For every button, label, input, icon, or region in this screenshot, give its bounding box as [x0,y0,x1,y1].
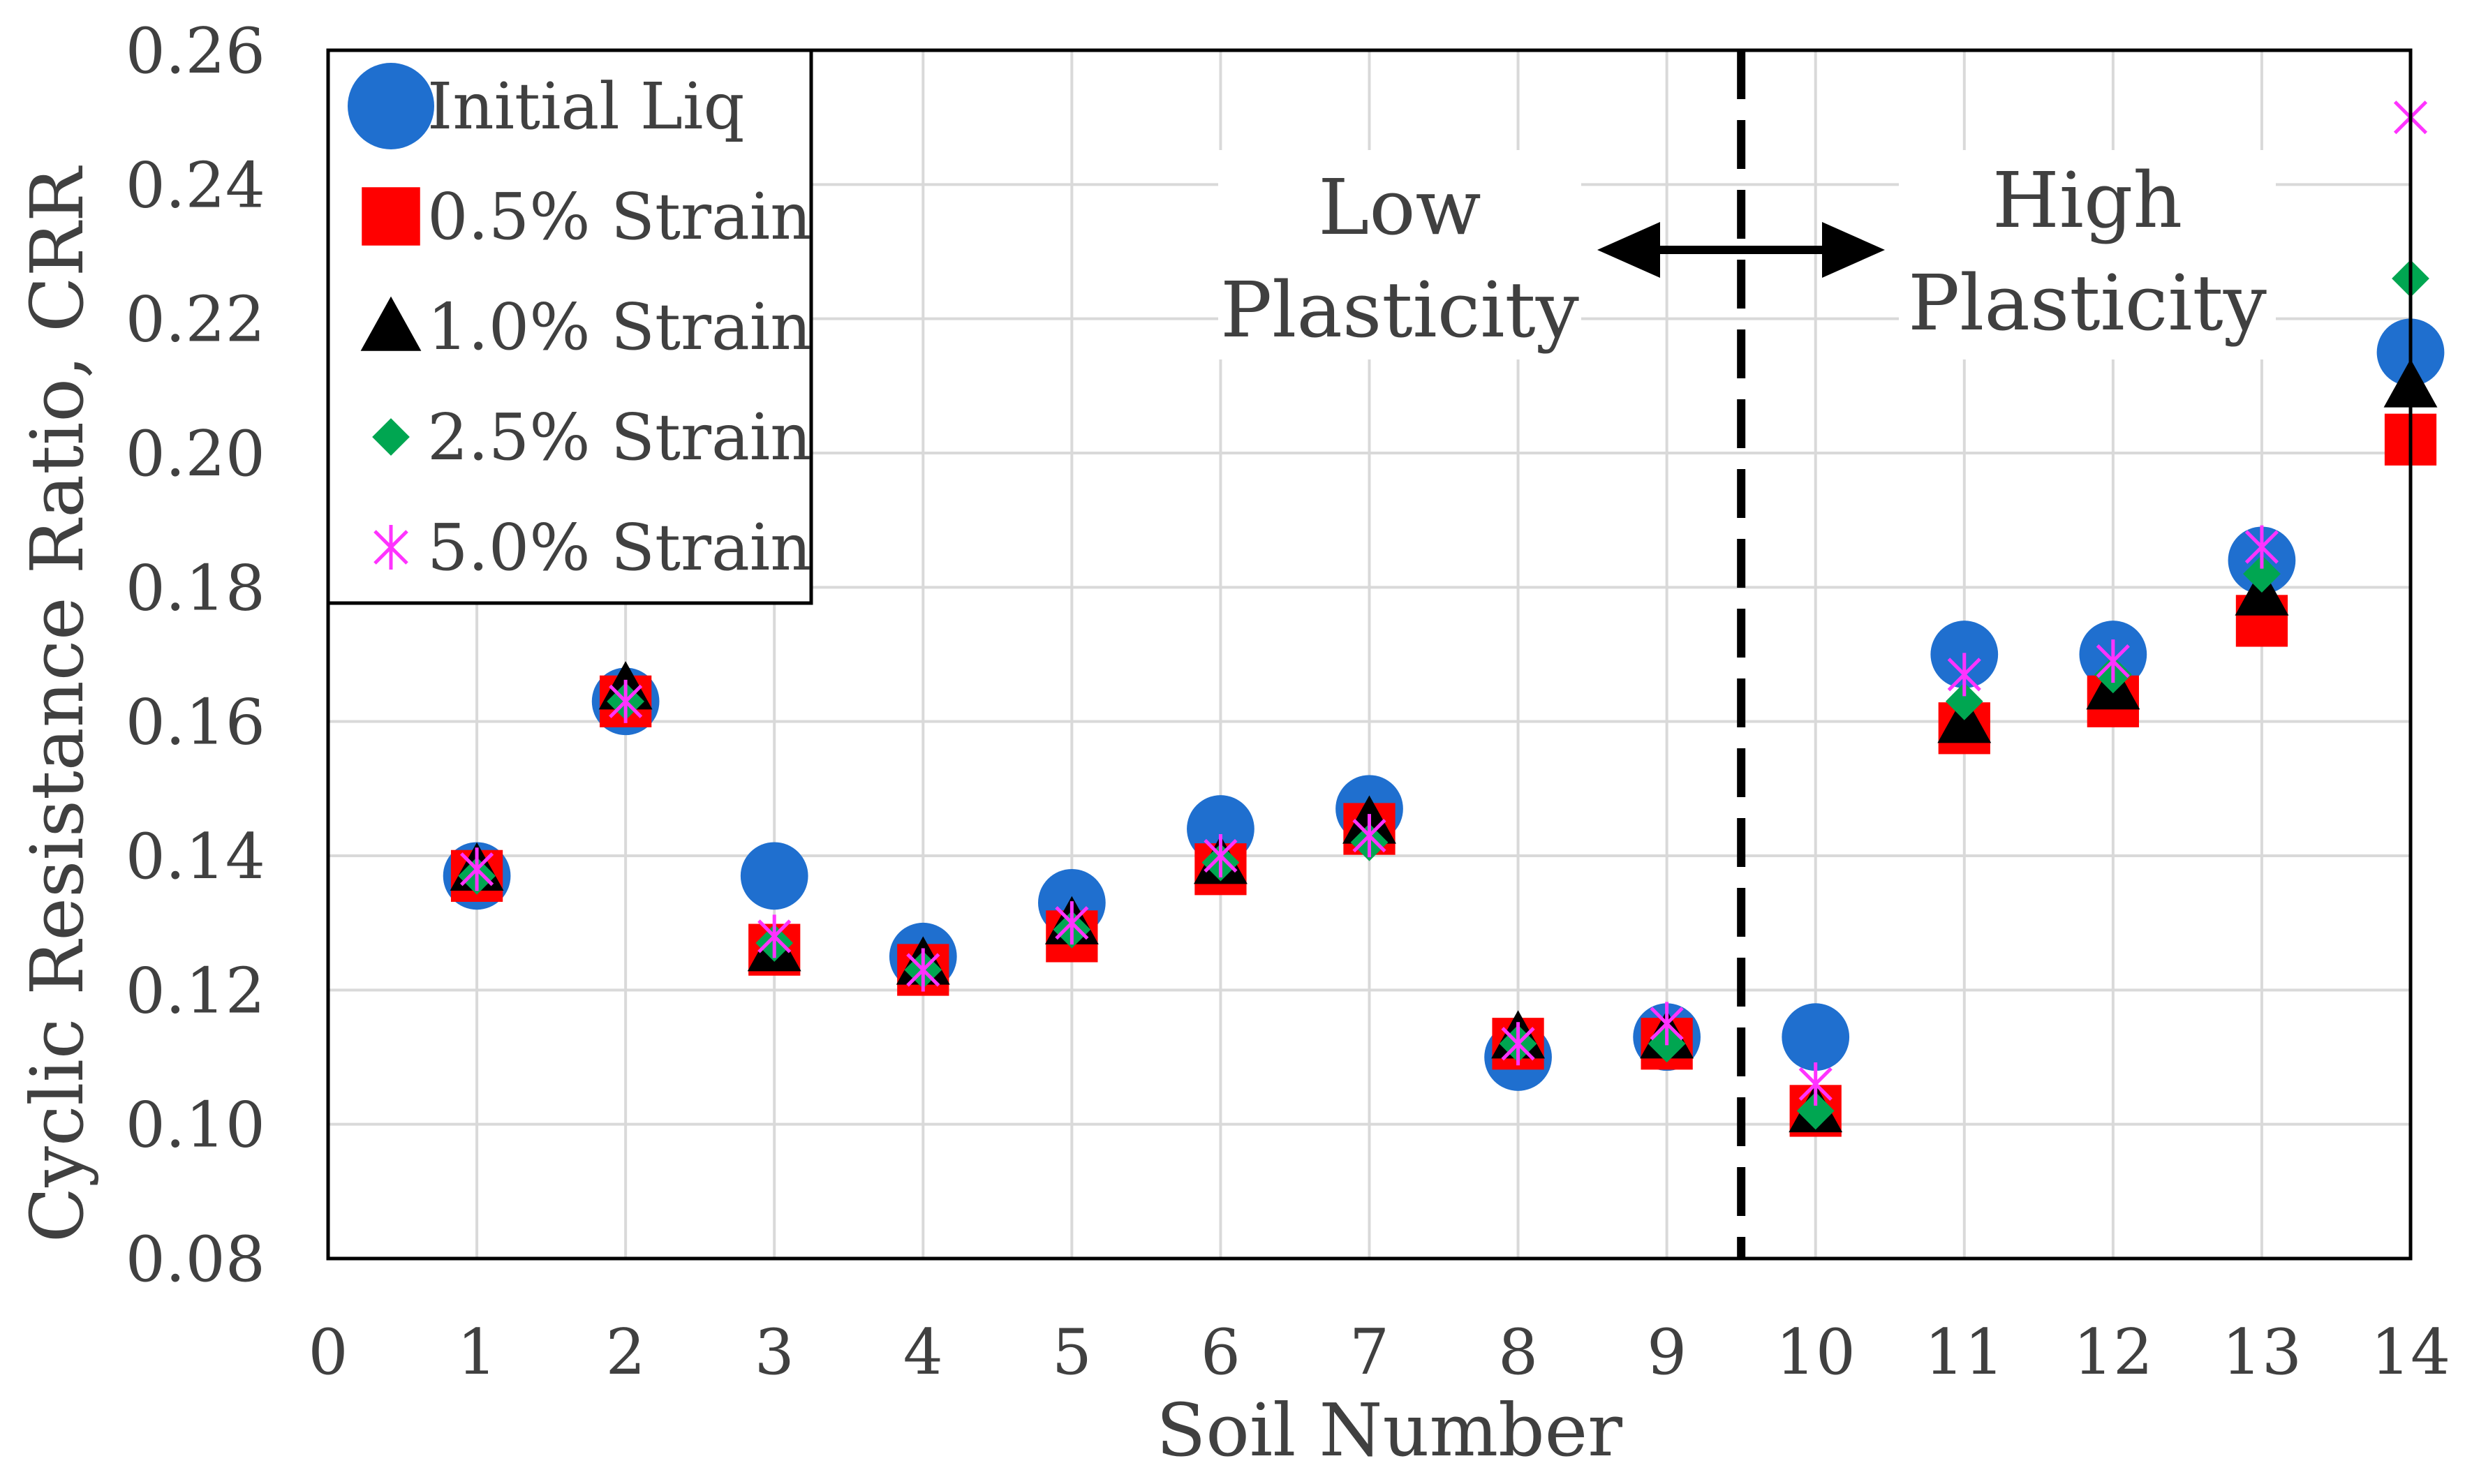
y-tick-labels: 0.08 0.10 0.12 0.14 0.16 0.18 0.20 0.22 0.24 0.26 [126,15,265,1296]
point-5-0-strain [757,914,792,958]
low-plasticity-line2: Plasticity [1220,265,1579,355]
point-5-0-strain [609,679,643,723]
point-5-0-strain [2244,525,2279,569]
point-5-0-strain-stroke [1204,838,1238,873]
legend-label-0-5-strain: 0.5% Strain [427,179,811,254]
x-tick-label: 14 [2371,1316,2451,1389]
point-5-0-strain-stroke [459,852,494,886]
x-tick-label: 4 [903,1316,943,1389]
x-tick-label: 7 [1349,1316,1389,1389]
point-2-5-strain [1945,682,1983,720]
point-5-0-strain [1798,1062,1833,1106]
point-5-0-strain-stroke [1501,1027,1535,1061]
point-2-5-strain [2243,555,2281,593]
x-tick-label: 10 [1775,1316,1856,1389]
y-tick-label: 0.20 [126,417,265,491]
y-tick-label: 0.22 [126,283,265,357]
data-points [443,96,2445,1137]
y-tick-label: 0.16 [126,686,265,759]
double-headed-arrow [1597,222,1885,278]
point-initial-liq [740,842,808,910]
y-tick-label: 0.14 [126,820,265,893]
point-5-0-strain-stroke [2096,644,2130,678]
plasticity-annotations: Low Plasticity High Plasticity [1218,150,2276,359]
point-5-0-strain-stroke [2244,530,2279,564]
legend-marker-1-0-strain [360,296,422,351]
point-5-0-strain [1204,834,1238,877]
x-tick-label: 6 [1201,1316,1241,1389]
point-5-0-strain-stroke [906,953,940,987]
point-5-0-strain-stroke [609,684,643,718]
legend-marker-5-0-strain [373,525,408,570]
high-plasticity-line2: Plasticity [1908,258,2267,348]
point-5-0-strain [906,948,940,992]
legend-marker-0-5-strain [362,187,420,246]
legend: Initial Liq 0.5% Strain 1.0% Strain 2.5% St… [326,48,813,605]
point-5-0-strain [459,847,494,891]
legend-label-1-0-strain: 1.0% Strain [427,290,811,364]
x-tick-label: 0 [308,1316,348,1389]
point-5-0-strain [1501,1022,1535,1066]
point-5-0-strain-stroke [1352,819,1386,853]
x-tick-label: 8 [1498,1316,1538,1389]
point-initial-liq [1782,1003,1850,1071]
y-tick-label: 0.08 [126,1223,265,1296]
x-tick-label: 5 [1052,1316,1092,1389]
arrow-head-left [1597,222,1660,278]
point-5-0-strain [1055,901,1089,945]
legend-marker-5-0-strain-stroke [373,530,408,565]
legend-label-2-5-strain: 2.5% Strain [427,400,811,475]
y-tick-label: 0.10 [126,1089,265,1162]
plot-area-frame [326,48,2413,1261]
y-axis-title: Cyclic Resistance Ratio, CRR [15,165,100,1242]
point-5-0-strain-stroke [1947,658,1981,692]
point-2-5-strain [1796,1092,1835,1130]
point-5-0-strain-stroke [1650,1007,1684,1041]
x-tick-labels: 0 1 2 3 4 5 6 7 8 9 10 11 12 13 14 [308,1316,2450,1389]
x-tick-label: 1 [457,1316,496,1389]
high-plasticity-line1: High [1992,156,2182,245]
y-tick-label: 0.24 [126,149,265,222]
x-tick-label: 12 [2073,1316,2154,1389]
low-plasticity-line1: Low [1318,163,1481,252]
legend-label-5-0-strain: 5.0% Strain [427,510,811,585]
x-tick-label: 9 [1647,1316,1687,1389]
point-5-0-strain-stroke [757,919,792,954]
high-plasticity-label-bg [1899,150,2276,359]
legend-label-initial-liq: Initial Liq [427,69,744,144]
x-tick-label: 3 [755,1316,794,1389]
y-tick-label: 0.26 [126,15,265,88]
arrow-head-right [1822,222,1885,278]
y-tick-label: 0.18 [126,551,265,625]
point-5-0-strain-stroke [1055,906,1089,940]
x-tick-label: 13 [2222,1316,2302,1389]
point-5-0-strain [2096,639,2130,683]
low-plasticity-label-bg [1218,150,1581,359]
x-tick-label: 11 [1925,1316,2005,1389]
x-axis-title: Soil Number [1156,1388,1622,1473]
point-5-0-strain [1352,814,1386,858]
point-5-0-strain-stroke [1798,1067,1833,1101]
legend-marker-2-5-strain [372,418,410,456]
legend-marker-initial-liq [348,63,434,149]
point-5-0-strain [1650,1002,1684,1046]
series-5-0-strain [459,96,2428,1106]
x-tick-label: 2 [606,1316,646,1389]
y-tick-label: 0.12 [126,954,265,1027]
point-5-0-strain [1947,653,1981,697]
